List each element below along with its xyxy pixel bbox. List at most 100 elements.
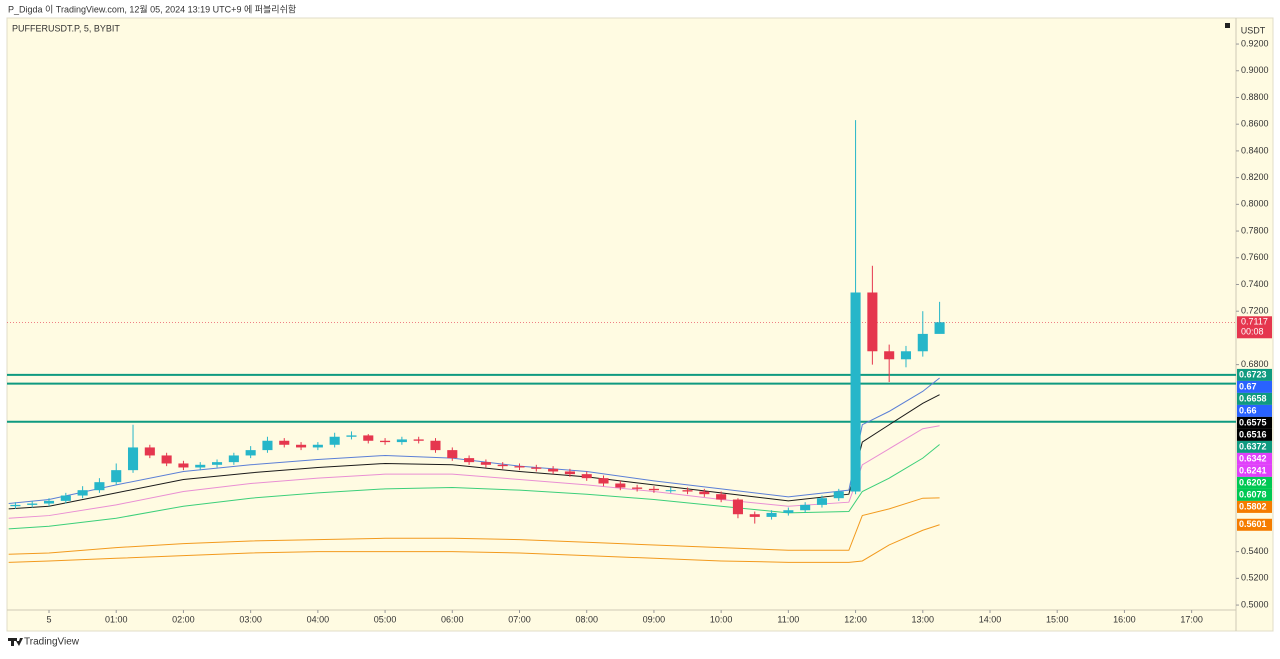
- candle-body: [884, 351, 895, 360]
- candle-body: [262, 440, 273, 451]
- candle-body: [581, 474, 592, 479]
- candle-body: [413, 439, 424, 441]
- candle-body: [665, 490, 676, 492]
- candle-body: [699, 491, 710, 495]
- price-tag: [1237, 404, 1272, 417]
- candle-body: [900, 351, 912, 360]
- x-tick-label: 07:00: [508, 614, 531, 624]
- price-tag: [1237, 428, 1272, 441]
- indicator-line: [8, 444, 940, 530]
- candle-body: [766, 512, 777, 517]
- y-tick-label: 0.8200: [1241, 172, 1269, 182]
- candle-body: [548, 468, 559, 472]
- price-tag: [1237, 368, 1272, 381]
- candle-body: [598, 478, 609, 484]
- price-tag-label: 0.6658: [1239, 393, 1267, 403]
- x-tick-label: 08:00: [575, 614, 598, 624]
- candle-body: [816, 498, 828, 505]
- candle-body: [716, 494, 727, 500]
- x-tick-label: 01:00: [105, 614, 128, 624]
- candle-body: [127, 447, 139, 471]
- price-tag-label: 0.6241: [1239, 465, 1267, 475]
- y-tick-label: 0.9000: [1241, 65, 1269, 75]
- price-tag: [1237, 392, 1272, 405]
- price-tag: [1237, 500, 1272, 513]
- candle-body: [430, 440, 441, 451]
- price-tag: [1237, 476, 1272, 489]
- price-tag-label: 0.6372: [1239, 441, 1267, 451]
- footer: TradingView: [24, 637, 80, 648]
- price-tag-label: 0.5601: [1239, 519, 1267, 529]
- price-tag-label: 0.6078: [1239, 489, 1267, 499]
- x-tick-label: 5: [47, 614, 52, 624]
- candle-body: [296, 444, 307, 448]
- price-tag: [1237, 380, 1272, 393]
- x-tick-label: 02:00: [172, 614, 195, 624]
- candle-body: [161, 455, 172, 464]
- x-tick-label: 05:00: [374, 614, 397, 624]
- candle-body: [312, 444, 323, 448]
- candle-body: [531, 467, 542, 469]
- candle-body: [564, 471, 575, 475]
- candle-body: [833, 491, 844, 499]
- candle-body: [783, 510, 794, 513]
- publisher: P_Digda 이 TradingView.com, 12월 05, 2024 …: [8, 3, 296, 14]
- symbol: PUFFERUSDT.P, 5, BYBIT: [12, 23, 120, 33]
- y-tick-label: 0.8400: [1241, 145, 1269, 155]
- candle-body: [195, 464, 206, 468]
- price-tag: [1237, 518, 1272, 531]
- candle-body: [77, 490, 88, 496]
- candle-body: [396, 439, 407, 443]
- icon: [1225, 23, 1230, 28]
- x-tick-label: 13:00: [912, 614, 935, 624]
- candle-body: [245, 450, 256, 456]
- y-tick-label: 0.7600: [1241, 252, 1269, 262]
- y-tick-label: 0.5000: [1241, 599, 1269, 609]
- candle-body: [917, 333, 928, 352]
- candle-body: [800, 504, 811, 511]
- x-tick-label: 15:00: [1046, 614, 1069, 624]
- x-tick-label: 16:00: [1113, 614, 1136, 624]
- currency: USDT: [1241, 25, 1266, 35]
- price-tag-label: 0.6342: [1239, 453, 1267, 463]
- y-tick-label: 0.5200: [1241, 573, 1269, 583]
- candle-body: [43, 500, 55, 504]
- candle-body: [682, 490, 693, 492]
- y-tick-label: 0.9200: [1241, 38, 1269, 48]
- x-tick-label: 11:00: [777, 614, 799, 624]
- candle-body: [60, 495, 71, 501]
- candle-body: [867, 292, 878, 352]
- price-tag-label: 0.6723: [1239, 369, 1267, 379]
- candle-body: [497, 464, 508, 467]
- candle-body: [850, 292, 861, 492]
- price-tag: [1237, 464, 1272, 477]
- logo: [8, 638, 23, 646]
- last-price-label: 0.7117: [1241, 317, 1268, 327]
- y-tick-label: 0.8000: [1241, 199, 1269, 209]
- candle-body: [749, 514, 760, 517]
- candle-body: [346, 435, 357, 437]
- chart-area: [6, 17, 1274, 632]
- y-tick-label: 0.7800: [1241, 225, 1269, 235]
- candle-body: [447, 450, 458, 459]
- x-tick-label: 09:00: [643, 614, 666, 624]
- price-tag-label: 0.66: [1239, 405, 1257, 415]
- price-tag-label: 0.6202: [1239, 477, 1267, 487]
- candle-body: [10, 504, 21, 507]
- candle-body: [648, 488, 659, 491]
- candle-body: [228, 455, 239, 463]
- candle-body: [329, 436, 340, 445]
- price-tag: [1237, 488, 1272, 501]
- x-tick-label: 17:00: [1180, 614, 1203, 624]
- x-tick-label: 06:00: [441, 614, 464, 624]
- y-tick-label: 0.7400: [1241, 279, 1269, 289]
- candle-body: [615, 483, 626, 488]
- indicator-line: [8, 425, 940, 519]
- candle-body: [94, 482, 105, 491]
- price-tag-label: 0.67: [1239, 381, 1257, 391]
- x-tick-label: 14:00: [979, 614, 1002, 624]
- x-tick-label: 04:00: [307, 614, 330, 624]
- candle-body: [514, 466, 525, 468]
